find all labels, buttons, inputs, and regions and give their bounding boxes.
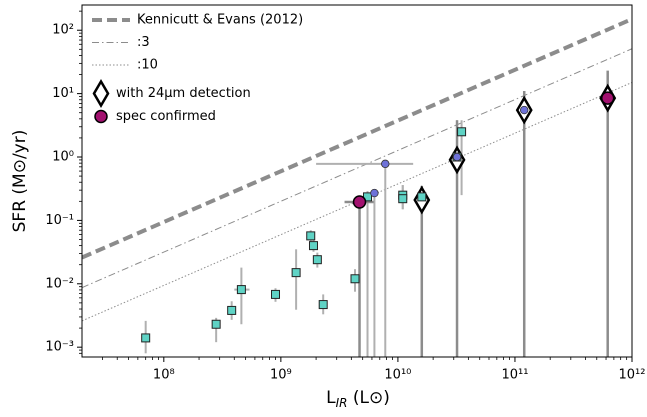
y-tick-label: 10⁻¹ [45,213,74,228]
square-marker [312,255,322,265]
x-tick-label: 10⁸ [153,368,175,383]
y-tick-label: 10¹ [52,86,74,101]
reference-line [82,48,632,289]
x-tick-label: 10⁹ [270,368,292,383]
plot-frame [81,4,633,358]
x-axis-label: LIR (L⊙) [326,388,390,410]
y-tick-label: 10² [52,23,74,38]
circle-marker [452,152,462,162]
square-marker [306,231,316,241]
legend-label: :3 [137,35,150,50]
square-marker [271,289,281,299]
circle-marker [381,159,390,169]
square-marker [291,268,301,278]
square-marker [141,333,151,343]
x-label-main: L [326,388,336,408]
square-marker [457,127,467,137]
square-marker [236,285,246,295]
x-tick-label: 10¹⁰ [384,368,411,383]
x-label-sub: IR [336,396,348,410]
square-marker [350,274,360,284]
legend-marker [92,79,110,108]
y-tick-label: 10⁻³ [45,340,74,355]
y-axis-label: SFR (M⊙/yr) [10,130,30,233]
square-marker [398,194,408,204]
square-marker [227,305,237,315]
circle-marker [520,105,529,115]
x-tick-label: 10¹² [619,368,646,383]
legend-label: :10 [137,58,158,73]
legend-label: spec confirmed [116,109,216,124]
plot-area [82,5,632,357]
legend-label: Kennicutt & Evans (2012) [137,13,303,28]
square-marker [308,241,318,251]
plot-content [82,17,632,357]
reference-line [82,17,632,260]
spec-marker [352,195,367,209]
x-label-rest: (L⊙) [347,388,389,408]
square-marker [318,300,328,310]
square-marker [417,192,427,202]
x-tick-label: 10¹¹ [501,368,528,383]
circle-marker [370,188,379,198]
legend-label: with 24μm detection [116,86,251,101]
square-marker [211,319,221,329]
y-tick-label: 10⁻² [45,276,74,291]
y-tick-label: 10⁰ [52,150,74,165]
spec-marker [600,91,615,105]
legend-marker [94,109,108,124]
